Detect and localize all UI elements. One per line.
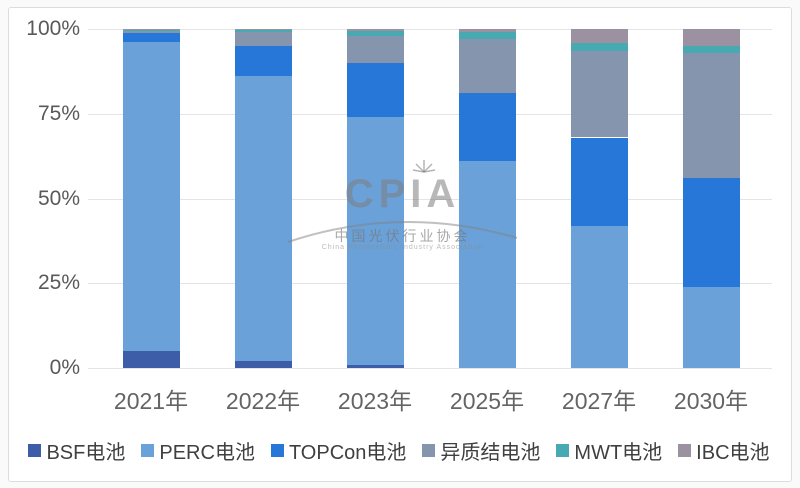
bar-segment (458, 93, 516, 162)
x-axis-tick-label: 2027年 (561, 388, 637, 414)
legend-item: PERC电池 (141, 436, 255, 465)
legend-swatch-icon (270, 444, 284, 457)
y-axis-tick-label: 75% (37, 101, 80, 125)
legend-label: 异质结电池 (440, 442, 541, 464)
legend-item: MWT电池 (556, 436, 662, 465)
stacked-bar-1 (122, 29, 180, 368)
legend-label: PERC电池 (159, 442, 255, 464)
bar-segment (122, 41, 180, 352)
bar-segment (234, 29, 292, 33)
bar-segment (458, 29, 516, 33)
bar-segment (234, 29, 292, 30)
legend-swatch-icon (28, 444, 42, 457)
bar-segment (682, 178, 740, 287)
bar-segment (122, 29, 180, 31)
bar-segment (346, 62, 404, 118)
stacked-bar-3 (346, 29, 404, 368)
legend: BSF电池 PERC电池 TOPCon电池 异质结电池 MWT电池 IBC电池 (8, 436, 790, 465)
stacked-bar-5 (570, 29, 628, 368)
stacked-bar-6 (682, 29, 740, 368)
bar-segment (570, 42, 628, 52)
legend-swatch-icon (556, 444, 570, 457)
gridline (88, 198, 772, 200)
x-axis-tick-label: 2025年 (449, 388, 525, 414)
y-axis-tick-label: 25% (37, 271, 80, 295)
bar-segment (682, 286, 740, 368)
legend-item: 异质结电池 (422, 436, 540, 465)
gridline (88, 283, 772, 285)
legend-label: IBC电池 (696, 442, 770, 464)
legend-label: TOPCon电池 (288, 442, 407, 464)
bar-segment (458, 32, 516, 40)
legend-swatch-icon (678, 444, 692, 457)
bar-segment (682, 29, 740, 46)
gridline (88, 29, 772, 30)
bar-segment (570, 29, 628, 43)
bar-segment (122, 30, 180, 34)
bar-segment (122, 33, 180, 42)
gridline (88, 113, 772, 115)
bar-segment (682, 45, 740, 53)
bar-segment (570, 51, 628, 138)
bar-segment (458, 39, 516, 94)
y-axis-tick-label: 50% (37, 186, 80, 210)
bar-segment (346, 364, 404, 368)
bar-segment (570, 225, 628, 368)
legend-item: TOPCon电池 (270, 436, 407, 465)
legend-item: BSF电池 (28, 436, 125, 465)
x-axis-tick-label: 2023年 (337, 388, 413, 414)
stacked-bar-2 (234, 29, 292, 368)
gridline (88, 368, 772, 369)
legend-label: BSF电池 (46, 442, 126, 464)
bar-segment (122, 29, 180, 30)
bar-segment (234, 32, 292, 46)
x-axis-tick-label: 2021年 (113, 388, 189, 414)
bar-segment (122, 351, 180, 368)
bar-segment (234, 361, 292, 368)
bar-segment (346, 29, 404, 31)
legend-swatch-icon (141, 444, 155, 457)
bar-segment (570, 137, 628, 226)
bar-segment (458, 161, 516, 368)
legend-label: MWT电池 (574, 442, 663, 464)
bar-segment (346, 35, 404, 63)
stacked-bar-4 (458, 29, 516, 368)
bar-segment (234, 76, 292, 362)
y-axis-tick-label: 0% (49, 356, 80, 379)
x-axis-tick-label: 2022年 (225, 388, 301, 414)
y-axis-tick-label: 100% (26, 17, 80, 40)
bar-segment (346, 117, 404, 365)
bar-segment (682, 52, 740, 179)
x-axis-tick-label: 2030年 (673, 388, 749, 414)
legend-item: IBC电池 (678, 436, 770, 465)
bar-segment (346, 30, 404, 36)
bar-segment (234, 45, 292, 77)
legend-swatch-icon (422, 444, 436, 457)
